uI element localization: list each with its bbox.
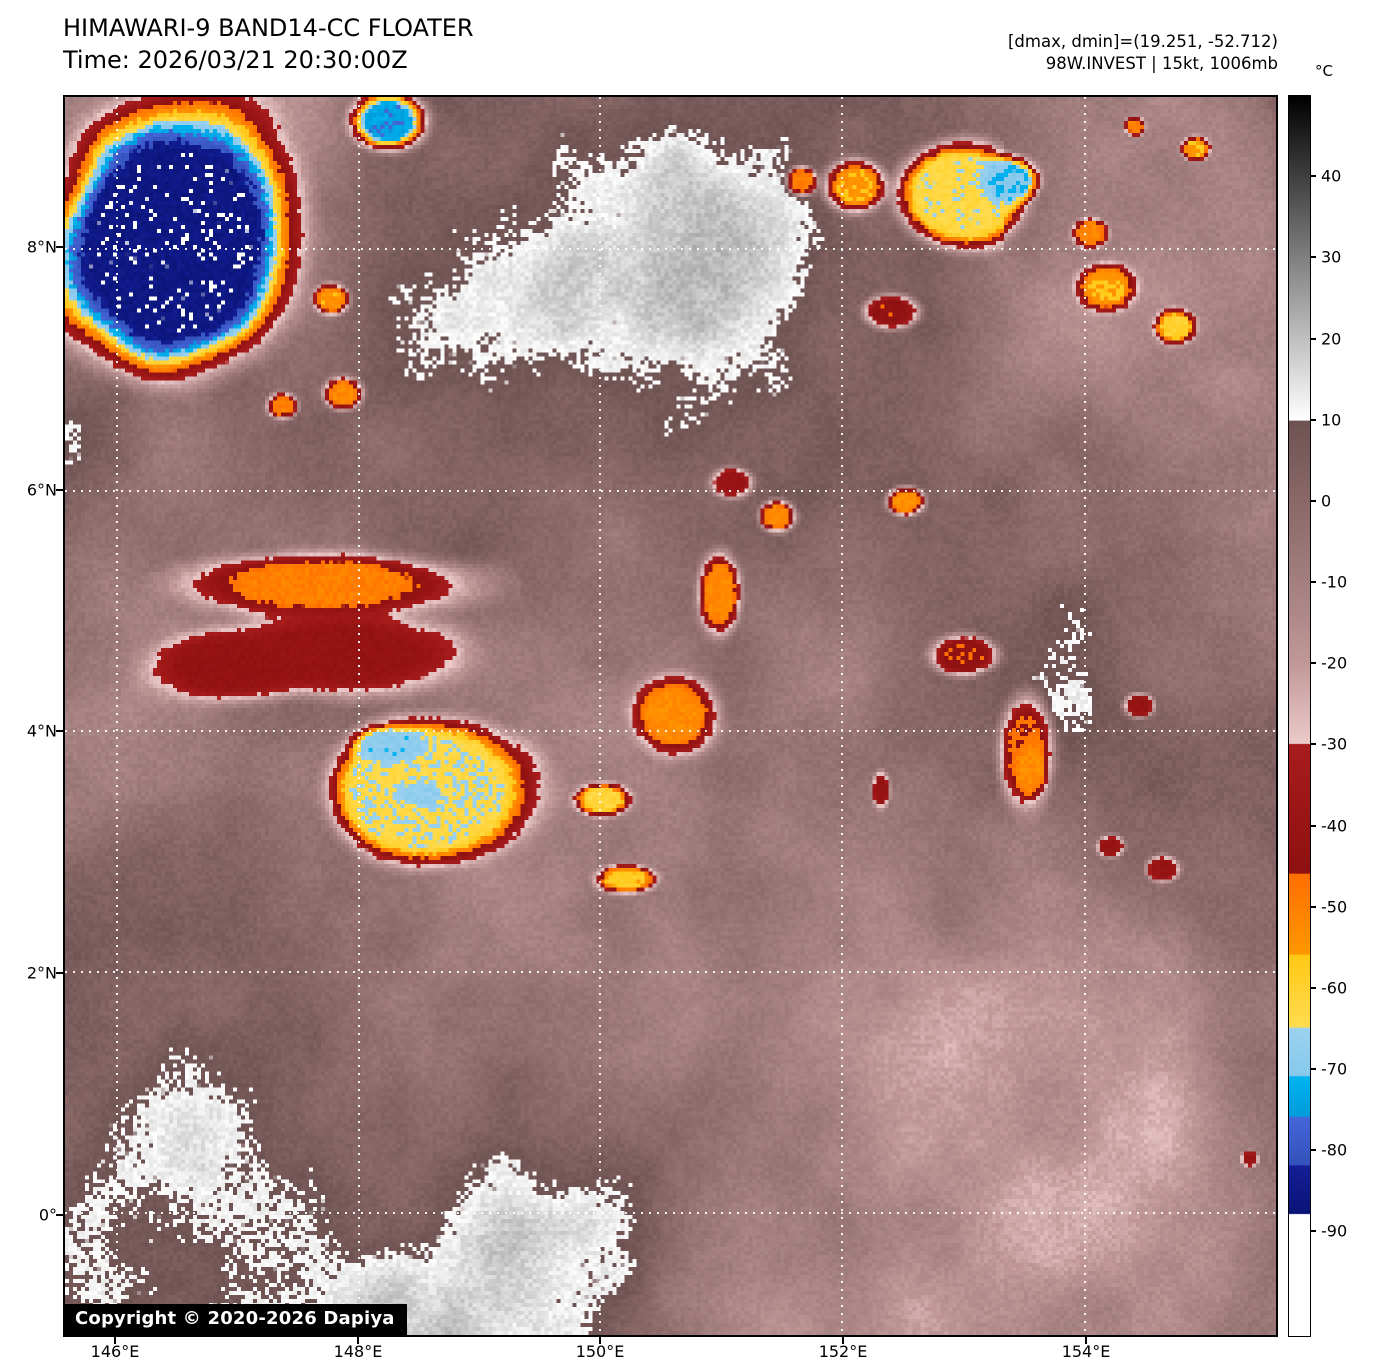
lon-tick-label: 148°E [333, 1342, 383, 1359]
colorbar-tick [1311, 743, 1316, 746]
colorbar-tick-label: 40 [1321, 166, 1342, 186]
colorbar-tick-label: -60 [1321, 978, 1348, 998]
lon-tick-label: 154°E [1061, 1342, 1111, 1359]
colorbar-tick-label: 30 [1321, 247, 1342, 267]
colorbar-tick [1311, 337, 1316, 340]
copyright-label: Copyright © 2020-2026 Dapiya [65, 1304, 407, 1335]
lat-tick-label: 6°N [26, 480, 57, 500]
gridline-vertical [115, 97, 118, 1335]
lat-tick-label: 8°N [26, 237, 57, 257]
colorbar-tick-label: -80 [1321, 1140, 1348, 1160]
lat-tick-label: 0° [38, 1205, 57, 1225]
lat-axis-tick [56, 730, 63, 733]
colorbar-tick [1311, 1068, 1316, 1071]
colorbar-tick-label: -10 [1321, 572, 1348, 592]
lat-tick-label: 4°N [26, 721, 57, 741]
longitude-axis: 146°E 148°E 150°E 152°E 154°E [63, 1342, 1278, 1359]
colorbar-tick-label: -90 [1321, 1221, 1348, 1241]
header-left: HIMAWARI-9 BAND14-CC FLOATER Time: 2026/… [63, 12, 474, 76]
lon-axis-tick [357, 1337, 359, 1344]
colorbar-tick [1311, 986, 1316, 989]
colorbar-tick [1311, 175, 1316, 178]
product-time: Time: 2026/03/21 20:30:00Z [63, 46, 408, 74]
latitude-axis: 8°N 6°N 4°N 2°N 0° [0, 95, 57, 1337]
lon-axis-tick [599, 1337, 602, 1344]
colorbar-tick-label: -50 [1321, 897, 1348, 917]
colorbar-tick [1311, 1230, 1316, 1233]
colorbar-tick [1311, 662, 1316, 665]
lat-tick-label: 2°N [26, 963, 57, 983]
lat-axis-tick [56, 246, 63, 249]
colorbar [1288, 95, 1311, 1337]
lat-axis-tick [56, 1214, 63, 1217]
lon-tick-label: 150°E [575, 1342, 625, 1359]
lon-axis-tick [114, 1337, 116, 1344]
gridline-vertical [1083, 97, 1086, 1335]
gridline-horizontal [65, 247, 1276, 250]
colorbar-tick-label: 0 [1321, 491, 1332, 511]
colorbar-tick [1311, 824, 1316, 827]
colorbar-tick-label: -40 [1321, 816, 1348, 836]
product-title: HIMAWARI-9 BAND14-CC FLOATER [63, 14, 474, 42]
colorbar-tick-label: 10 [1321, 410, 1342, 430]
colorbar-tick [1311, 256, 1316, 259]
colorbar-tick-label: -30 [1321, 734, 1348, 754]
colorbar-tick-label: 20 [1321, 329, 1342, 349]
gridline-vertical [841, 97, 844, 1335]
lon-axis-tick [842, 1337, 845, 1344]
colorbar-tick [1311, 418, 1316, 421]
lon-axis-tick [1085, 1337, 1088, 1344]
satellite-imagery [65, 97, 1276, 1335]
storm-info: 98W.INVEST | 15kt, 1006mb [1045, 54, 1278, 73]
colorbar-tick-label: -70 [1321, 1059, 1348, 1079]
lon-tick-label: 152°E [818, 1342, 868, 1359]
colorbar-tick-label: -20 [1321, 653, 1348, 673]
gridline-vertical [599, 97, 602, 1335]
colorbar-tick [1311, 905, 1316, 908]
header-right: [dmax, dmin]=(19.251, -52.712) 98W.INVES… [778, 31, 1278, 75]
dmax-dmin-readout: [dmax, dmin]=(19.251, -52.712) [1008, 32, 1278, 51]
gridline-horizontal [65, 1212, 1276, 1215]
colorbar-tick [1311, 581, 1316, 584]
lon-tick-label: 146°E [90, 1342, 140, 1359]
lat-axis-tick [56, 488, 63, 491]
colorbar-axis: 40 30 20 10 0 -10 -20 -30 -40 -50 -60 -70 -80 -90 [1321, 95, 1379, 1337]
lat-axis-tick [56, 971, 63, 974]
gridline-horizontal [65, 971, 1276, 974]
gridline-vertical [358, 97, 361, 1335]
colorbar-tick [1311, 1149, 1316, 1152]
gridline-horizontal [65, 729, 1276, 732]
colorbar-tick [1311, 499, 1316, 502]
gridline-horizontal [65, 489, 1276, 492]
map-frame: Copyright © 2020-2026 Dapiya [63, 95, 1278, 1337]
colorbar-unit-label: °C [1315, 62, 1333, 80]
